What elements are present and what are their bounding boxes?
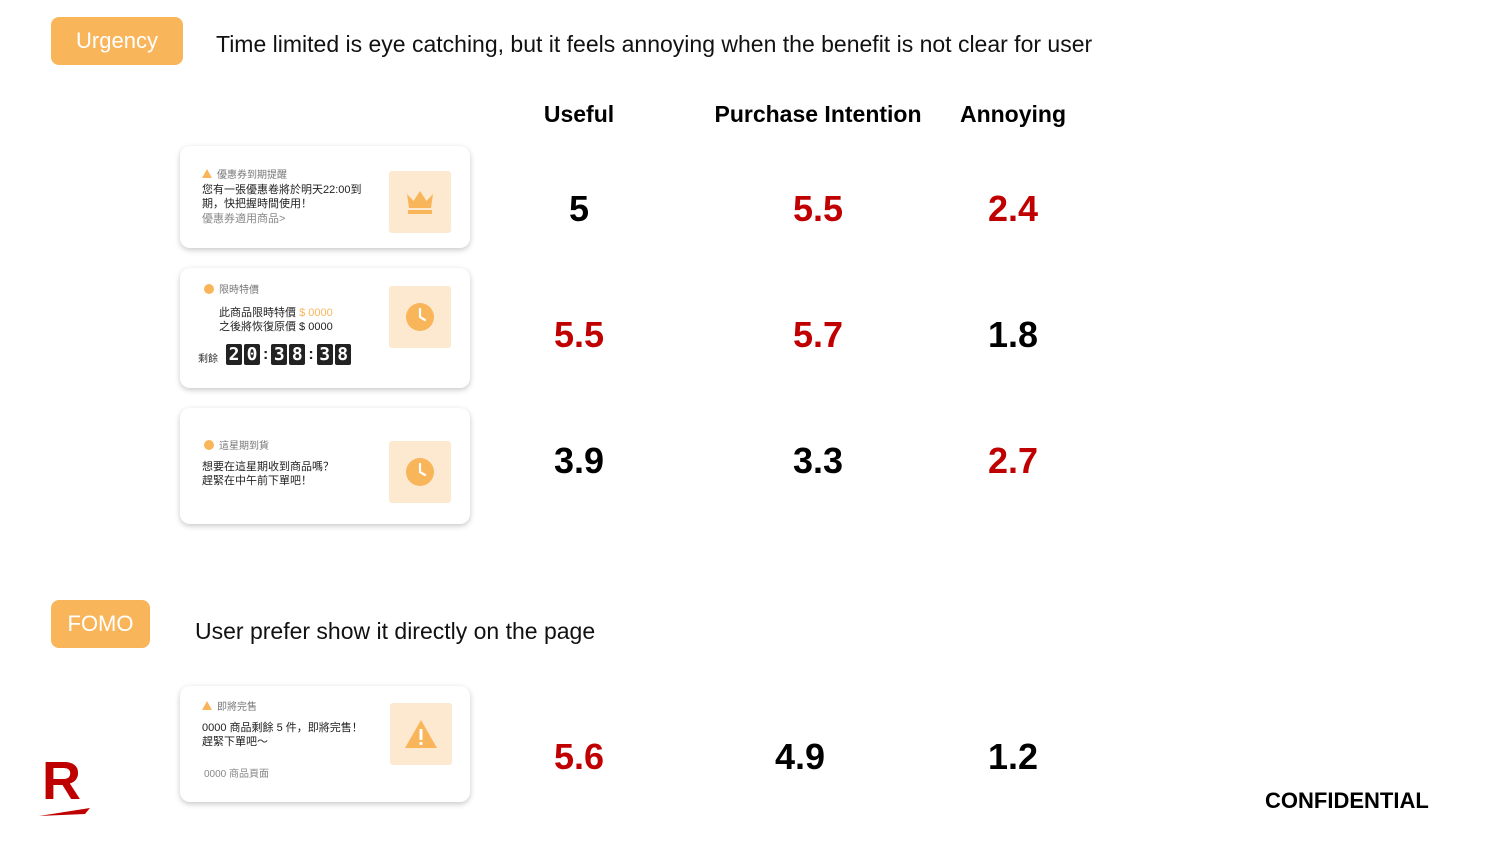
score-useful: 5.6 bbox=[553, 736, 605, 777]
score-useful: 5 bbox=[568, 188, 590, 229]
score-useful: 3.9 bbox=[553, 440, 605, 481]
score-annoying: 1.8 bbox=[987, 314, 1039, 355]
card-message: 0000 商品剩餘 5 件，即將完售！ 趕緊下單吧～ bbox=[202, 721, 363, 749]
card-message-line: 期，快把握時間使用！ bbox=[202, 198, 312, 210]
urgency-tag-label: Urgency bbox=[76, 28, 158, 53]
card-message-line: 之後將恢復原價 $ 0000 bbox=[219, 321, 333, 333]
column-annoying: Annoying bbox=[959, 101, 1067, 127]
timer-digit: 8 bbox=[289, 344, 306, 365]
timer-digit: 0 bbox=[244, 344, 260, 365]
warning-icon bbox=[390, 703, 452, 765]
timer-digit: 8 bbox=[334, 344, 351, 365]
timer-label: 剩餘 bbox=[198, 354, 218, 365]
fomo-tag: FOMO bbox=[51, 600, 150, 648]
crown-icon bbox=[389, 171, 451, 233]
logo-letter: R bbox=[42, 751, 81, 811]
score-purchase-intention: 4.9 bbox=[774, 736, 826, 777]
arrival-week-card: 這星期到貨 想要在這星期收到商品嗎？ 趕緊在中午前下單吧！ bbox=[180, 408, 470, 524]
timer-separator: : bbox=[263, 345, 269, 363]
card-message: 您有一張優惠卷將於明天22:00到 期，快把握時間使用！ bbox=[202, 183, 362, 211]
limited-price-card: 限時特價 此商品限時特價 $ 0000 之後將恢復原價 $ 0000 剩餘 2 … bbox=[180, 268, 470, 388]
card-message-line: 趕緊下單吧～ bbox=[202, 736, 268, 748]
warning-icon bbox=[202, 701, 212, 710]
clock-icon bbox=[204, 283, 214, 294]
card-message-line: 趕緊在中午前下單吧！ bbox=[202, 475, 312, 487]
timer-digit: 3 bbox=[316, 344, 333, 365]
timer-separator: : bbox=[308, 345, 314, 363]
brand-logo: R bbox=[38, 751, 94, 818]
logo-swoosh-icon bbox=[39, 808, 90, 816]
card-message-line: 此商品限時特價 $ 0000 bbox=[219, 306, 333, 320]
score-purchase-intention: 5.7 bbox=[792, 314, 844, 355]
coupon-reminder-card: 優惠券到期提醒 您有一張優惠卷將於明天22:00到 期，快把握時間使用！ 優惠券… bbox=[180, 146, 470, 248]
card-message: 想要在這星期收到商品嗎？ 趕緊在中午前下單吧！ bbox=[202, 460, 334, 488]
clock-icon bbox=[389, 441, 451, 503]
card-tag-label: 這星期到貨 bbox=[219, 441, 269, 452]
card-tag-label: 優惠券到期提醒 bbox=[217, 170, 287, 181]
card-tag: 這星期到貨 bbox=[204, 437, 269, 452]
column-useful: Useful bbox=[543, 101, 615, 127]
column-purchase-intention: Purchase Intention bbox=[714, 101, 922, 127]
countdown-timer: 剩餘 2 0 : 3 8 : 3 8 bbox=[198, 344, 351, 365]
card-message-line: 想要在這星期收到商品嗎？ bbox=[202, 461, 334, 473]
card-tag-label: 限時特價 bbox=[219, 285, 259, 296]
score-annoying: 2.7 bbox=[987, 440, 1039, 481]
card-message-line: 0000 商品剩餘 5 件，即將完售！ bbox=[202, 722, 363, 734]
timer-digit: 2 bbox=[226, 344, 242, 365]
card-tag-label: 即將完售 bbox=[217, 702, 257, 713]
sold-out-card: 即將完售 0000 商品剩餘 5 件，即將完售！ 趕緊下單吧～ 0000 商品頁… bbox=[180, 686, 470, 802]
card-tag: 限時特價 bbox=[204, 281, 259, 296]
timer-digit: 3 bbox=[271, 344, 288, 365]
score-annoying: 1.2 bbox=[987, 736, 1039, 777]
score-annoying: 2.4 bbox=[987, 188, 1039, 229]
clock-icon bbox=[389, 286, 451, 348]
warning-icon bbox=[202, 169, 212, 178]
sale-price: $ 0000 bbox=[299, 307, 333, 319]
fomo-tag-label: FOMO bbox=[67, 611, 134, 636]
clock-icon bbox=[204, 439, 214, 450]
card-message: 此商品限時特價 $ 0000 之後將恢復原價 $ 0000 bbox=[219, 306, 333, 334]
score-purchase-intention: 5.5 bbox=[792, 188, 844, 229]
card-link[interactable]: 優惠券適用商品> bbox=[202, 213, 286, 225]
confidential-label: CONFIDENTIAL bbox=[1265, 788, 1429, 813]
fomo-heading: User prefer show it directly on the page bbox=[195, 618, 596, 644]
card-tag: 即將完售 bbox=[202, 698, 257, 713]
score-useful: 5.5 bbox=[553, 314, 605, 355]
score-purchase-intention: 3.3 bbox=[792, 440, 844, 481]
card-message-line: 您有一張優惠卷將於明天22:00到 bbox=[202, 184, 362, 196]
price-label: 此商品限時特價 bbox=[219, 307, 300, 319]
card-link[interactable]: 0000 商品頁面 bbox=[204, 769, 270, 780]
urgency-heading: Time limited is eye catching, but it fee… bbox=[216, 31, 1093, 57]
urgency-tag: Urgency bbox=[51, 17, 183, 65]
card-tag: 優惠券到期提醒 bbox=[202, 166, 287, 181]
